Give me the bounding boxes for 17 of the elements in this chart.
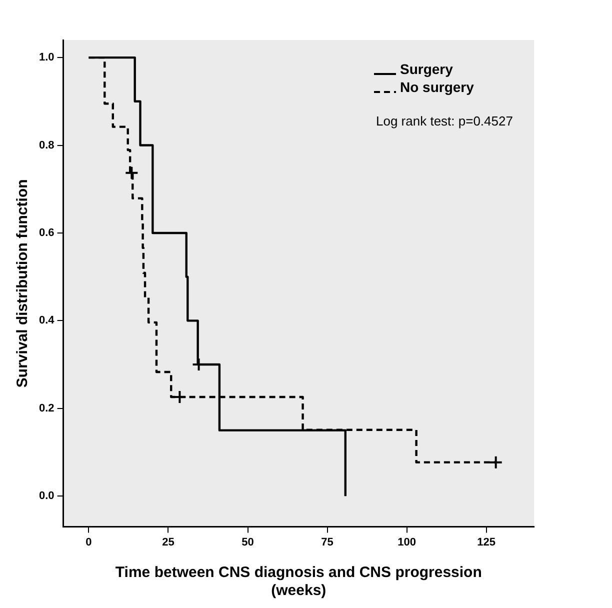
y-tick-label: 1.0: [38, 52, 54, 64]
y-axis-title: Survival distribution function: [14, 179, 32, 388]
x-tick-label: 100: [398, 536, 416, 548]
x-tick-label: 50: [242, 536, 254, 548]
legend-label: No surgery: [400, 78, 474, 95]
y-tick-label: 0.6: [38, 226, 54, 239]
annotation: Log rank test: p=0.4527: [376, 114, 513, 129]
x-tick-label: 125: [477, 536, 496, 548]
x-tick-label: 25: [162, 536, 174, 548]
y-tick-label: 0.0: [38, 490, 54, 502]
y-tick-label: 0.8: [38, 139, 54, 152]
x-tick-label: 75: [321, 536, 334, 548]
x-tick-label: 0: [86, 536, 92, 548]
y-tick-label: 0.4: [38, 314, 56, 327]
y-tick-label: 0.2: [38, 402, 54, 414]
x-axis-title: Time between CNS diagnosis and CNS progression (weeks): [115, 564, 482, 600]
legend-label: Surgery: [400, 60, 454, 77]
